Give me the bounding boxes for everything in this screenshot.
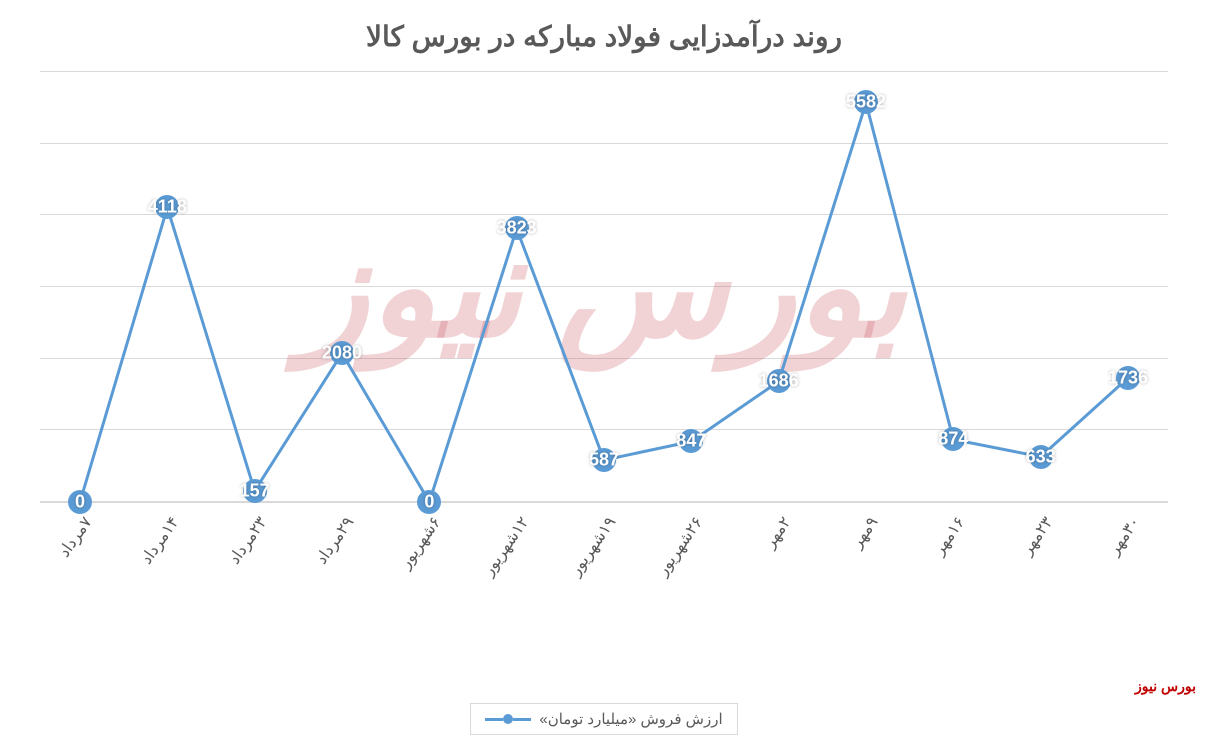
chart-line	[40, 73, 1168, 502]
legend-line-icon	[485, 718, 503, 721]
data-label: 633	[1026, 446, 1056, 467]
data-label: 157	[240, 480, 270, 501]
chart-title: روند درآمدزایی فولاد مبارکه در بورس کالا	[40, 20, 1168, 53]
data-label: 4118	[148, 196, 187, 217]
legend: ارزش فروش «میلیارد تومان»	[40, 703, 1168, 735]
legend-line-icon	[513, 718, 531, 721]
x-axis-label: ۱۴مرداد	[137, 513, 184, 568]
x-axis-label: ۱۹شهریور	[565, 513, 620, 580]
legend-marker	[485, 714, 531, 724]
legend-box: ارزش فروش «میلیارد تومان»	[470, 703, 737, 735]
watermark-corner: بورس نیوز	[1135, 678, 1196, 695]
data-label: 1686	[759, 371, 799, 392]
legend-label: ارزش فروش «میلیارد تومان»	[539, 710, 722, 728]
plot-area: بورس نیوز 041181572080038235878471686558…	[40, 73, 1168, 503]
x-axis-label: ۲۶شهریور	[653, 513, 708, 580]
x-axis-label: ۷مرداد	[54, 513, 96, 561]
x-axis-label: ۶شهریور	[396, 513, 446, 573]
data-label: 1736	[1108, 367, 1148, 388]
x-axis-label: ۱۶مهر	[929, 513, 969, 559]
data-label: 587	[589, 449, 619, 470]
chart-container: روند درآمدزایی فولاد مبارکه در بورس کالا…	[0, 0, 1208, 703]
data-label: 847	[676, 431, 706, 452]
x-axis-label: ۲۹مرداد	[311, 513, 358, 568]
x-axis-label: ۹مهر	[847, 513, 883, 552]
gridline	[40, 71, 1168, 72]
data-label: 5582	[846, 91, 886, 112]
x-axis-labels: ۷مرداد ۱۴مرداد ۲۳مرداد ۲۹مرداد ۶شهریور ۱۲شهری…	[40, 513, 1168, 613]
data-label: 874	[938, 429, 968, 450]
data-label: 2080	[322, 342, 362, 363]
x-axis-label: ۳۰مهر	[1104, 513, 1144, 559]
data-label: 3823	[497, 218, 537, 239]
x-axis-label: ۲۳مرداد	[224, 513, 271, 568]
data-label: 0	[75, 492, 85, 513]
x-axis-label: ۲۳مهر	[1017, 513, 1057, 559]
x-axis-label: ۲مهر	[760, 513, 796, 552]
data-label: 0	[424, 492, 434, 513]
legend-dot-icon	[503, 714, 513, 724]
x-axis-label: ۱۲شهریور	[478, 513, 533, 580]
series-line	[80, 103, 1128, 502]
